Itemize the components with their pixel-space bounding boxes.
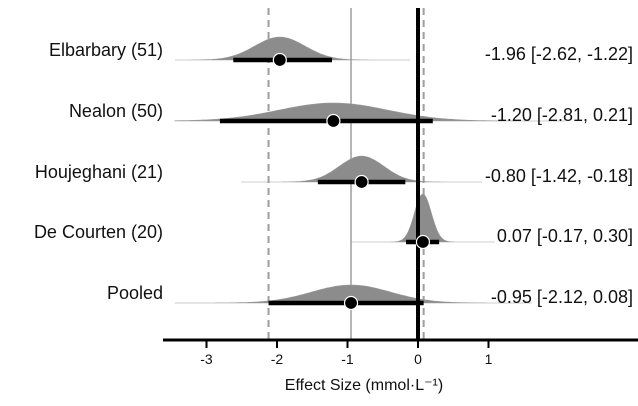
study-label-1: Elbarbary (51) <box>49 40 163 60</box>
estimate-text-3: -0.80 [-1.42, -0.18] <box>485 166 633 186</box>
study-label-4: De Courten (20) <box>34 222 163 242</box>
estimate-text-5: -0.95 [-2.12, 0.08] <box>491 287 633 307</box>
study-label-5: Pooled <box>107 283 163 303</box>
x-axis: -3 -2 -1 0 1 <box>163 338 638 367</box>
study-label-2: Nealon (50) <box>69 101 163 121</box>
x-tick-label-2: -2 <box>271 351 284 367</box>
x-tick-label-1: -3 <box>200 351 213 367</box>
point-estimate-3 <box>354 174 369 190</box>
density-2 <box>174 102 566 122</box>
posterior-densities <box>174 36 566 304</box>
point-estimate-1 <box>272 52 287 68</box>
study-labels: Elbarbary (51) Nealon (50) Houjeghani (21)… <box>34 40 163 303</box>
density-4 <box>351 193 495 243</box>
x-axis-title: Effect Size (mmol·L⁻¹) <box>285 377 443 394</box>
density-5 <box>174 284 532 304</box>
density-3 <box>241 155 482 183</box>
estimate-text-4: 0.07 [-0.17, 0.30] <box>497 226 633 246</box>
credible-intervals <box>219 52 440 311</box>
study-label-3: Houjeghani (21) <box>35 162 163 182</box>
point-estimate-4 <box>415 234 431 250</box>
estimate-texts: -1.96 [-2.62, -1.22] -1.20 [-2.81, 0.21] -… <box>485 44 633 307</box>
x-tick-label-5: 1 <box>485 351 493 367</box>
point-estimate-2 <box>326 113 341 129</box>
point-estimate-5 <box>343 295 359 311</box>
estimate-text-1: -1.96 [-2.62, -1.22] <box>485 44 633 64</box>
estimate-text-2: -1.20 [-2.81, 0.21] <box>491 105 633 125</box>
x-tick-label-4: 0 <box>414 351 422 367</box>
density-1 <box>174 36 411 61</box>
x-tick-label-3: -1 <box>341 351 354 367</box>
